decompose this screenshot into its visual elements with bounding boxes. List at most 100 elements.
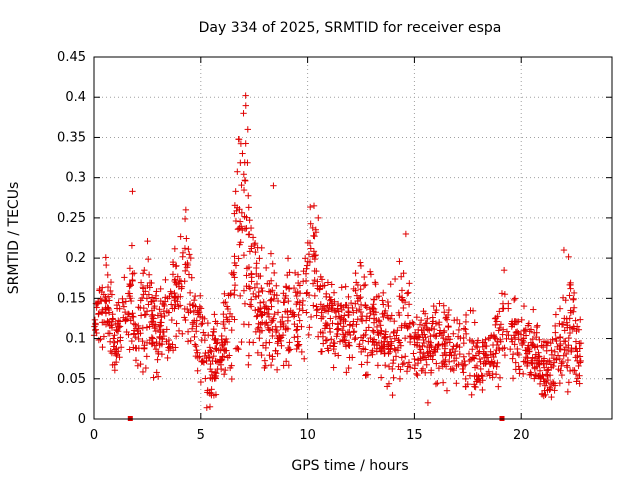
- data-point: [123, 328, 130, 336]
- data-point: [378, 344, 386, 351]
- data-point: [357, 262, 365, 270]
- data-point: [109, 361, 116, 369]
- data-point: [160, 328, 167, 336]
- data-point: [449, 345, 456, 353]
- data-point: [417, 355, 424, 362]
- data-point: [295, 341, 303, 348]
- data-point: [406, 332, 414, 340]
- data-point: [121, 274, 128, 281]
- data-point: [576, 353, 584, 360]
- data-point: [313, 303, 320, 310]
- data-point: [396, 258, 403, 265]
- data-point: [406, 364, 414, 371]
- data-point: [182, 316, 189, 324]
- data-point: [144, 237, 151, 245]
- data-point: [135, 304, 142, 311]
- data-point: [346, 321, 353, 329]
- data-point: [406, 280, 413, 287]
- data-point: [336, 338, 344, 345]
- data-point: [157, 322, 164, 329]
- data-point: [476, 355, 484, 363]
- data-point: [158, 319, 165, 326]
- data-point: [152, 295, 160, 302]
- data-point: [141, 266, 148, 274]
- data-point: [174, 298, 181, 305]
- data-point: [222, 298, 229, 306]
- data-point: [122, 298, 130, 305]
- data-point: [525, 346, 533, 353]
- data-point: [255, 320, 262, 327]
- data-point: [270, 315, 277, 322]
- data-point: [309, 253, 317, 260]
- data-point: [547, 385, 554, 393]
- data-point: [299, 297, 307, 305]
- data-point: [240, 186, 248, 194]
- data-point: [450, 366, 458, 374]
- data-point: [390, 356, 397, 364]
- data-point: [106, 338, 114, 345]
- data-point: [107, 347, 114, 355]
- data-point: [572, 317, 579, 324]
- data-point: [137, 360, 144, 368]
- data-point: [446, 358, 453, 365]
- data-point: [388, 342, 395, 349]
- data-point: [279, 313, 286, 321]
- data-point: [95, 311, 102, 318]
- data-point: [186, 251, 193, 258]
- data-point: [257, 305, 264, 312]
- data-point: [369, 347, 376, 354]
- data-point: [373, 316, 380, 324]
- data-point: [461, 357, 468, 365]
- data-point: [389, 365, 396, 373]
- data-point: [184, 328, 192, 335]
- data-point: [294, 288, 301, 296]
- data-point: [149, 335, 156, 342]
- data-point: [485, 368, 492, 375]
- data-point: [462, 318, 470, 326]
- data-point: [248, 278, 255, 285]
- data-point: [483, 352, 490, 359]
- data-point: [562, 350, 570, 358]
- data-point: [453, 343, 460, 350]
- data-point: [492, 350, 499, 357]
- data-point: [113, 345, 120, 352]
- data-point: [569, 308, 577, 315]
- data-point: [126, 290, 133, 297]
- data-point: [310, 248, 318, 255]
- data-point: [149, 311, 156, 318]
- data-point: [541, 364, 548, 371]
- data-point: [515, 336, 522, 343]
- data-point: [270, 182, 277, 189]
- data-point: [291, 334, 298, 341]
- data-point: [432, 380, 440, 388]
- data-point: [524, 322, 532, 329]
- data-point: [148, 340, 155, 347]
- data-point: [104, 283, 112, 291]
- data-point: [515, 351, 523, 359]
- data-point: [228, 313, 236, 320]
- plot-frame: [93, 56, 613, 420]
- data-point: [405, 323, 413, 331]
- data-point: [243, 272, 250, 279]
- data-point: [258, 351, 265, 359]
- data-point: [465, 350, 473, 358]
- data-point: [129, 188, 136, 195]
- data-point: [171, 276, 179, 283]
- data-point: [327, 315, 334, 322]
- data-point: [221, 347, 228, 354]
- data-point: [128, 337, 136, 345]
- data-point: [501, 351, 509, 359]
- data-point: [108, 324, 116, 331]
- data-point: [353, 292, 361, 299]
- data-point: [496, 308, 503, 315]
- data-point: [298, 348, 306, 356]
- data-point: [110, 343, 117, 350]
- data-point: [212, 391, 220, 398]
- data-point: [422, 369, 429, 376]
- data-point: [575, 362, 582, 370]
- data-point: [252, 293, 259, 300]
- data-point: [515, 318, 522, 325]
- data-point: [482, 342, 489, 350]
- data-point: [114, 338, 121, 345]
- data-point: [182, 206, 190, 214]
